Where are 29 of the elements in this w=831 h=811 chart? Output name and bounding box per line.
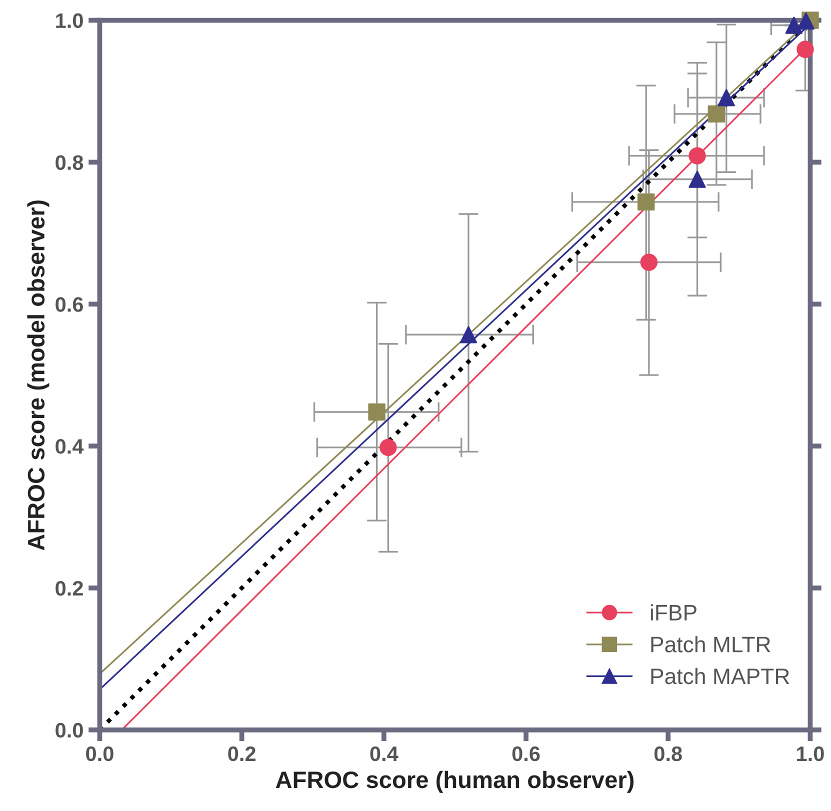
y-tick-label: 0.4 [56, 439, 84, 454]
point [688, 170, 706, 188]
point [380, 438, 397, 456]
legend-label: Patch MLTR [651, 636, 770, 652]
x-tick-label: 0.6 [512, 746, 540, 762]
point [708, 105, 726, 123]
point [688, 147, 706, 164]
point [637, 193, 655, 211]
x-tick-label: 0.4 [370, 746, 398, 762]
y-tick-label: 0.6 [56, 297, 83, 312]
point [718, 89, 735, 106]
point [460, 326, 478, 344]
x-tick-label: 0.8 [654, 746, 682, 762]
y-tick-label: 0.8 [56, 155, 84, 170]
y-tick-label: 0.2 [56, 580, 83, 596]
point [796, 40, 814, 58]
x-tick-label: 1.0 [797, 746, 824, 762]
y-tick-label: 1.0 [56, 13, 83, 28]
point [797, 12, 815, 30]
point [785, 16, 802, 34]
y-tick-label: 0.0 [56, 722, 83, 738]
x-tick-label: 0.0 [86, 746, 114, 762]
x-axis-title: AFROC score (human observer) [276, 770, 634, 793]
point [368, 403, 386, 421]
x-tick-label: 0.2 [228, 746, 256, 762]
legend-label: iFBP [650, 604, 696, 620]
legend-label: Patch MAPTR [651, 668, 790, 684]
point [640, 254, 658, 271]
y-axis-title: AFROC score (model observer) [27, 200, 50, 550]
